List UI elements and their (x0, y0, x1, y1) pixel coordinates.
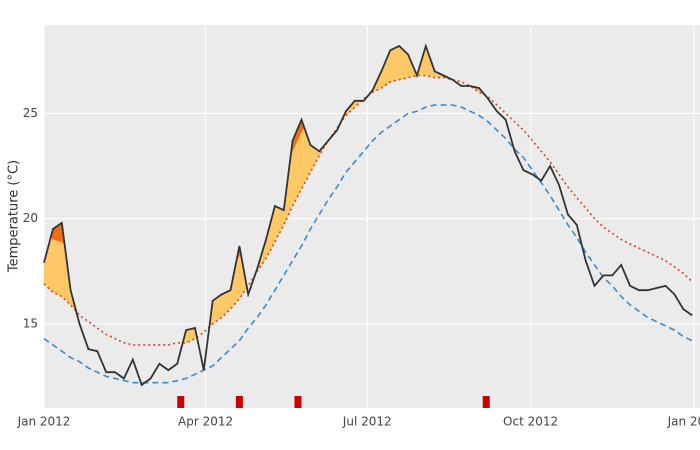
exceedance-fill (44, 237, 76, 311)
event-marker (482, 396, 490, 408)
x-tick-label: Jan 2012 (17, 415, 71, 429)
x-tick-label: Jan 2013 (667, 415, 700, 429)
strong-exceedance-fill (291, 119, 304, 156)
x-tick-label: Oct 2012 (503, 415, 558, 429)
exceedance-fill (255, 128, 328, 274)
event-marker (294, 396, 302, 408)
series-line (43, 104, 693, 384)
plot-background (44, 25, 700, 408)
event-marker (177, 396, 185, 408)
exceedance-fill (368, 46, 417, 95)
exceedance-fill (340, 100, 361, 123)
x-tick-label: Apr 2012 (178, 415, 233, 429)
y-tick-label: 25 (23, 106, 38, 120)
y-axis-label: Temperature (°C) (7, 160, 22, 273)
y-tick-label: 20 (23, 211, 38, 225)
event-marker (235, 396, 243, 408)
series-line (43, 43, 693, 387)
y-tick-label: 15 (23, 316, 38, 330)
exceedance-fill (417, 46, 452, 80)
x-tick-label: Jul 2012 (342, 415, 392, 429)
exceedance-fill (209, 254, 247, 327)
